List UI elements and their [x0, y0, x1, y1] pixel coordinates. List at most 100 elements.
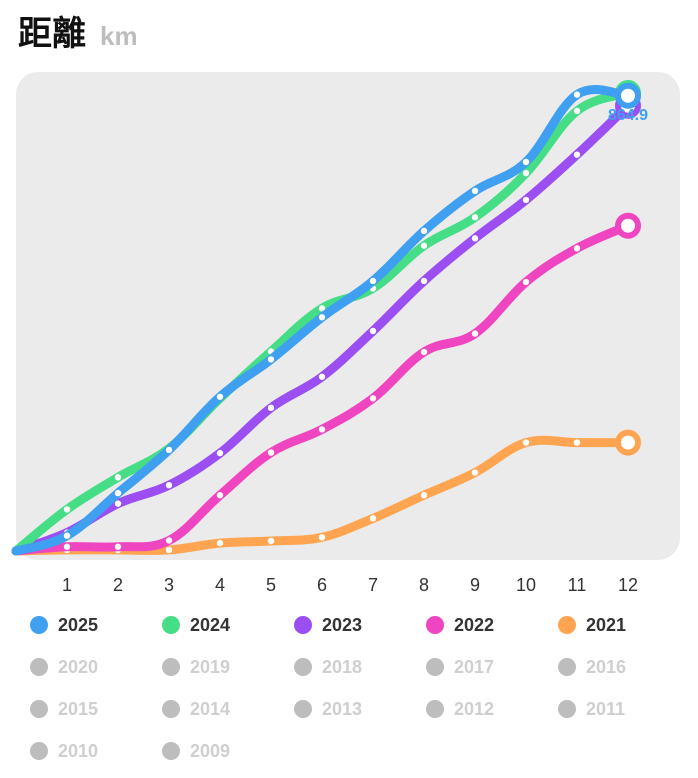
- data-point-2023-3[interactable]: [165, 482, 173, 489]
- data-point-2022-1[interactable]: [63, 543, 71, 550]
- legend-dot-icon: [558, 616, 576, 634]
- data-point-2025-6[interactable]: [318, 314, 326, 321]
- legend-row: 2020 2019 2018 2017 2016: [30, 646, 690, 688]
- data-point-2024-8[interactable]: [420, 242, 428, 249]
- legend-dot-icon: [558, 658, 576, 676]
- legend-dot-icon: [294, 616, 312, 634]
- data-point-2023-11[interactable]: [573, 151, 581, 158]
- legend-dot-icon: [294, 658, 312, 676]
- data-point-2022-8[interactable]: [420, 348, 428, 356]
- data-point-2023-6[interactable]: [318, 373, 326, 380]
- legend-dot-icon: [294, 700, 312, 718]
- chart-header: 距離 km: [18, 6, 138, 55]
- data-point-2021-8[interactable]: [420, 492, 428, 499]
- data-point-2023-8[interactable]: [420, 277, 428, 285]
- data-point-2025-7[interactable]: [369, 277, 377, 285]
- legend-item-2018[interactable]: 2018: [294, 657, 426, 678]
- data-point-2023-9[interactable]: [471, 235, 479, 242]
- data-point-2021-6[interactable]: [318, 534, 326, 541]
- data-point-2023-5[interactable]: [267, 404, 275, 412]
- data-point-2025-12[interactable]: [615, 82, 641, 109]
- data-point-2022-10[interactable]: [522, 278, 530, 286]
- data-point-2025-8[interactable]: [420, 227, 428, 235]
- legend-item-2011[interactable]: 2011: [558, 699, 690, 720]
- legend-item-2014[interactable]: 2014: [162, 699, 294, 720]
- legend-item-2013[interactable]: 2013: [294, 699, 426, 720]
- data-point-2021-10[interactable]: [522, 439, 530, 446]
- data-point-2023-4[interactable]: [216, 449, 224, 457]
- data-point-2022-12[interactable]: [615, 212, 641, 239]
- legend-label: 2017: [454, 656, 495, 677]
- legend-label: 2022: [454, 614, 495, 635]
- legend-item-2020[interactable]: 2020: [30, 657, 162, 678]
- x-tick-label: 4: [215, 575, 225, 595]
- data-point-2022-4[interactable]: [216, 492, 224, 499]
- legend-item-2025[interactable]: 2025: [30, 615, 162, 636]
- data-point-2021-4[interactable]: [216, 539, 224, 547]
- legend-dot-icon: [162, 742, 180, 760]
- legend-label: 2024: [190, 614, 231, 635]
- data-point-2021-9[interactable]: [471, 469, 479, 476]
- legend-dot-icon: [30, 658, 48, 676]
- data-point-2025-3[interactable]: [165, 446, 173, 454]
- data-point-2024-6[interactable]: [318, 305, 326, 312]
- data-point-2023-10[interactable]: [522, 196, 530, 204]
- data-point-2022-6[interactable]: [318, 426, 326, 433]
- x-tick-label: 2: [113, 575, 123, 595]
- data-point-2025-1[interactable]: [63, 532, 71, 539]
- chart-title: 距離: [18, 14, 86, 54]
- x-tick-label: 7: [368, 575, 378, 595]
- legend-dot-icon: [162, 616, 180, 634]
- legend-label: 2023: [322, 614, 363, 635]
- legend-item-2021[interactable]: 2021: [558, 615, 690, 636]
- legend-row: 2010 2009: [30, 730, 690, 772]
- legend-label: 2021: [586, 614, 627, 635]
- legend-dot-icon: [162, 700, 180, 718]
- legend-label: 2016: [586, 656, 627, 677]
- data-labels: 864.9: [608, 107, 648, 124]
- legend-item-2019[interactable]: 2019: [162, 657, 294, 678]
- data-point-2021-3[interactable]: [165, 546, 173, 554]
- data-point-2025-11[interactable]: [573, 91, 581, 98]
- data-point-2024-2[interactable]: [114, 474, 122, 481]
- x-tick-label: 5: [266, 575, 276, 595]
- data-point-2025-5[interactable]: [267, 356, 275, 363]
- data-point-2025-10[interactable]: [522, 158, 530, 166]
- data-point-2024-1[interactable]: [63, 506, 71, 513]
- data-point-2024-11[interactable]: [573, 107, 581, 115]
- x-tick-label: 3: [164, 575, 174, 595]
- data-point-2022-7[interactable]: [369, 395, 377, 402]
- data-point-2024-9[interactable]: [471, 214, 479, 221]
- data-point-2021-12[interactable]: [615, 429, 641, 456]
- unit-label: km: [100, 21, 138, 51]
- data-point-2025-4[interactable]: [216, 393, 224, 400]
- legend: 2025 2024 2023 2022 2021 2020 2019 2018 2017 2016…: [30, 604, 690, 772]
- legend-item-2016[interactable]: 2016: [558, 657, 690, 678]
- legend-item-2017[interactable]: 2017: [426, 657, 558, 678]
- legend-label: 2014: [190, 698, 231, 719]
- data-point-2022-2[interactable]: [114, 543, 122, 550]
- data-point-2022-3[interactable]: [165, 537, 173, 544]
- data-point-2023-7[interactable]: [369, 327, 377, 335]
- legend-item-2012[interactable]: 2012: [426, 699, 558, 720]
- data-point-2025-9[interactable]: [471, 187, 479, 195]
- series-2022: [11, 212, 641, 556]
- x-axis-ticks: 1 2 3 4 5 6 7 8 9 10 11 12: [62, 575, 638, 595]
- data-point-2022-11[interactable]: [573, 245, 581, 252]
- data-point-2025-2[interactable]: [114, 489, 122, 497]
- legend-item-2009[interactable]: 2009: [162, 741, 294, 762]
- data-point-2021-7[interactable]: [369, 515, 377, 522]
- legend-item-2010[interactable]: 2010: [30, 741, 162, 762]
- legend-item-2023[interactable]: 2023: [294, 615, 426, 636]
- data-point-2021-11[interactable]: [573, 439, 581, 446]
- data-point-2023-2[interactable]: [114, 500, 122, 507]
- data-point-2021-5[interactable]: [267, 537, 275, 545]
- x-tick-label: 10: [516, 575, 536, 595]
- data-point-2024-10[interactable]: [522, 169, 530, 177]
- legend-row: 2025 2024 2023 2022 2021: [30, 604, 690, 646]
- data-point-2022-5[interactable]: [267, 449, 275, 456]
- legend-item-2022[interactable]: 2022: [426, 615, 558, 636]
- data-point-2022-9[interactable]: [471, 330, 479, 337]
- legend-item-2015[interactable]: 2015: [30, 699, 162, 720]
- legend-item-2024[interactable]: 2024: [162, 615, 294, 636]
